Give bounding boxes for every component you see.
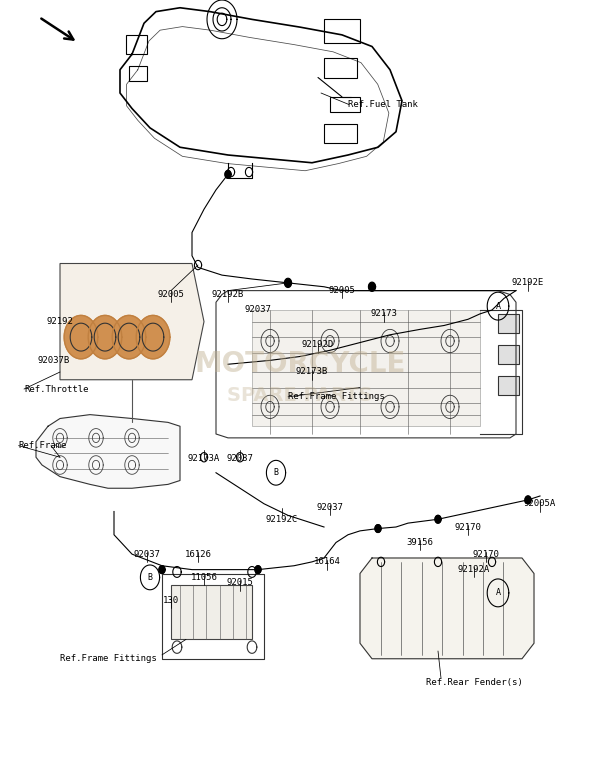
- Polygon shape: [375, 525, 381, 532]
- Text: B: B: [148, 573, 152, 582]
- Text: 92005A: 92005A: [524, 499, 556, 508]
- Text: 92005: 92005: [329, 286, 355, 295]
- Bar: [129, 66, 147, 81]
- Text: 39156: 39156: [407, 538, 433, 547]
- Bar: [324, 124, 357, 143]
- Text: 92037: 92037: [227, 454, 253, 463]
- Polygon shape: [225, 170, 231, 178]
- Polygon shape: [435, 515, 441, 523]
- Text: 92037B: 92037B: [38, 356, 70, 365]
- Polygon shape: [525, 496, 531, 504]
- Text: 92037: 92037: [134, 549, 160, 559]
- Polygon shape: [159, 566, 165, 574]
- Polygon shape: [360, 558, 534, 659]
- Text: Ref.Throttle: Ref.Throttle: [24, 384, 89, 394]
- Text: 92170: 92170: [473, 549, 499, 559]
- Bar: [498, 376, 519, 395]
- Text: MOTORCYCLE: MOTORCYCLE: [194, 350, 406, 378]
- Text: 92173B: 92173B: [296, 367, 328, 377]
- Text: 11056: 11056: [191, 573, 217, 582]
- Text: 92192E: 92192E: [512, 278, 544, 288]
- Bar: [498, 314, 519, 333]
- Text: 92173: 92173: [371, 309, 397, 319]
- Text: B: B: [274, 468, 278, 477]
- Polygon shape: [60, 264, 204, 380]
- Text: 92037: 92037: [317, 503, 343, 512]
- Bar: [324, 19, 360, 43]
- Polygon shape: [64, 315, 98, 359]
- Polygon shape: [369, 283, 375, 291]
- Text: 92170: 92170: [455, 522, 481, 532]
- Text: A: A: [496, 301, 500, 311]
- Text: 92005: 92005: [158, 290, 184, 299]
- Text: Ref.Frame: Ref.Frame: [18, 441, 67, 450]
- Polygon shape: [36, 415, 180, 488]
- Text: 92173A: 92173A: [188, 454, 220, 463]
- Text: 92015: 92015: [227, 578, 253, 587]
- Text: 92037: 92037: [245, 305, 271, 315]
- Bar: [498, 345, 519, 364]
- Text: 92192: 92192: [47, 317, 73, 326]
- Text: 92192D: 92192D: [302, 340, 334, 350]
- Text: 130: 130: [163, 596, 179, 605]
- Text: Ref.Fuel Tank: Ref.Fuel Tank: [348, 100, 418, 109]
- Text: 92192A: 92192A: [458, 565, 490, 574]
- Text: 92192C: 92192C: [266, 515, 298, 524]
- Polygon shape: [252, 310, 480, 426]
- Polygon shape: [285, 279, 291, 287]
- Text: 92192B: 92192B: [212, 290, 244, 299]
- Text: 16126: 16126: [185, 549, 211, 559]
- Polygon shape: [136, 315, 170, 359]
- Text: 16164: 16164: [314, 557, 340, 567]
- Bar: [330, 97, 360, 112]
- Polygon shape: [255, 566, 261, 574]
- Bar: [126, 35, 147, 54]
- Text: A: A: [496, 588, 500, 598]
- Bar: [171, 585, 252, 639]
- Text: Ref.Frame Fittings: Ref.Frame Fittings: [59, 654, 157, 663]
- Polygon shape: [112, 315, 146, 359]
- Text: Ref.Rear Fender(s): Ref.Rear Fender(s): [425, 677, 523, 687]
- Bar: [324, 58, 357, 78]
- Text: Ref.Frame Fittings: Ref.Frame Fittings: [288, 392, 385, 401]
- Text: SPARE PARTS: SPARE PARTS: [227, 386, 373, 405]
- Polygon shape: [88, 315, 122, 359]
